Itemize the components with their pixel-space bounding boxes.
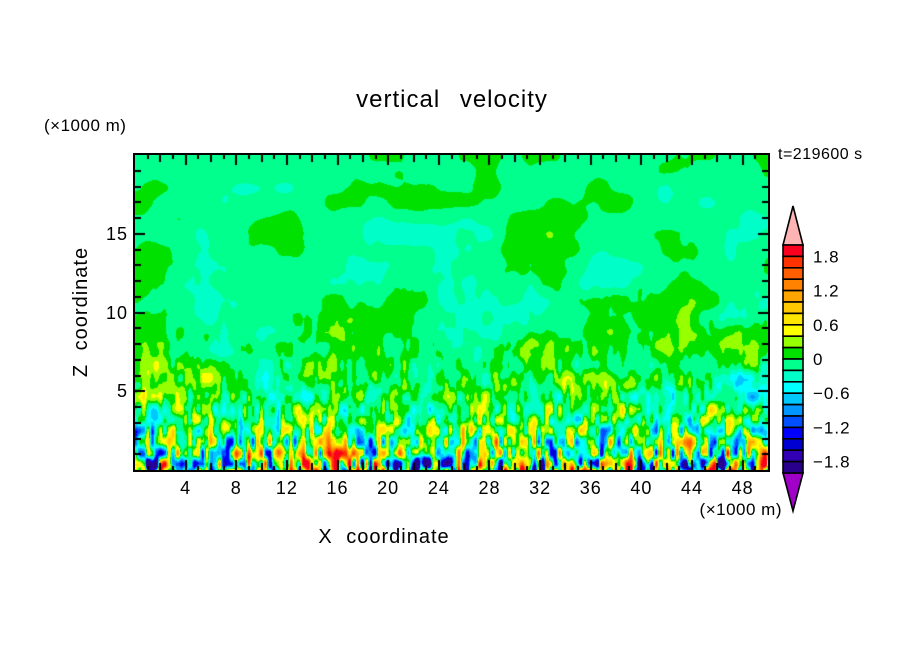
colorbar-label: −1.8 [813,453,851,472]
colorbar-segment [782,289,804,303]
colorbar-segment [782,267,804,281]
x-tick-label: 16 [326,478,349,498]
colorbar-label: 0.6 [813,316,840,335]
colorbar-arrow [781,472,805,515]
x-axis-label: X coordinate [318,526,450,548]
colorbar-segment [782,335,804,349]
colorbar-segment [782,244,804,258]
colorbar-segment [782,324,804,338]
chart-title: vertical velocity [356,86,548,113]
colorbar-segment [782,460,804,474]
colorbar-label: −0.6 [813,384,851,403]
colorbar-label: 0 [813,350,823,369]
plot-area [133,153,770,472]
x-tick-label: 32 [529,478,552,498]
time-annotation: t=219600 s [778,146,863,163]
x-tick-label: 44 [681,478,704,498]
x-axis-unit-label: (×1000 m) [699,500,782,519]
colorbar-segment [782,426,804,440]
y-tick-label: 5 [116,381,128,402]
y-tick-label: 15 [105,223,128,244]
colorbar: 1.8 1.2 0.6 0 −0.6 −1.2 −1.8 [781,205,851,515]
x-tick-label: 40 [630,478,653,498]
colorbar-label: 1.8 [813,247,840,266]
colorbar-segment [782,381,804,395]
colorbar-segment [782,392,804,406]
x-tick-label: 8 [230,478,242,498]
x-tick-label: 20 [377,478,400,498]
x-tick-label: 36 [579,478,602,498]
colorbar-label: 1.2 [813,282,840,301]
colorbar-segment [782,438,804,452]
colorbar-segment [782,415,804,429]
colorbar-segment [782,346,804,360]
y-tick-label: 10 [105,302,128,323]
colorbar-label: −1.2 [813,418,851,437]
contour-field-canvas [135,155,768,470]
colorbar-segment [782,278,804,292]
colorbar-segment [782,358,804,372]
colorbar-segment [782,255,804,269]
colorbar-segment [782,301,804,315]
colorbar-arrow [781,205,805,246]
x-tick-label: 48 [731,478,754,498]
x-tick-label: 12 [275,478,298,498]
colorbar-segment [782,403,804,417]
x-tick-label: 4 [180,478,192,498]
colorbar-segment [782,369,804,383]
colorbar-segment [782,312,804,326]
x-tick-label: 24 [427,478,450,498]
x-tick-label: 28 [478,478,501,498]
colorbar-segment [782,449,804,463]
y-axis-unit-label: (×1000 m) [44,116,127,135]
